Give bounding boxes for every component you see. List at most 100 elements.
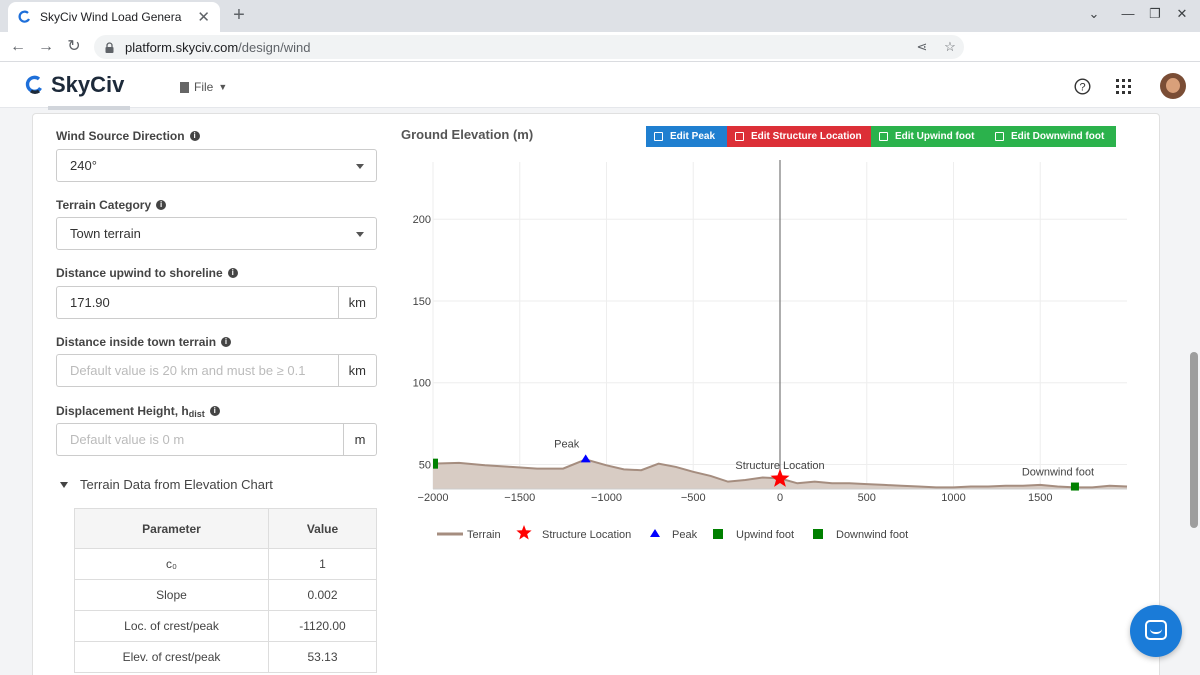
y-tick-label: 100	[413, 378, 431, 390]
edit-peak-button[interactable]: Edit Peak	[646, 126, 727, 147]
table-header-row: Parameter Value	[74, 508, 377, 549]
shoreline-distance-label: Distance upwind to shoreline i	[56, 266, 238, 280]
info-icon[interactable]: i	[227, 268, 238, 278]
edit-structure-button[interactable]: Edit Structure Location	[727, 126, 871, 147]
apps-grid-icon[interactable]	[1116, 79, 1131, 94]
tab-search-icon[interactable]: ⌄	[1088, 6, 1100, 21]
param-cell: c₀	[74, 548, 269, 580]
browser-tab[interactable]: SkyCiv Wind Load Genera ✕	[8, 2, 220, 32]
edit-icon	[654, 132, 663, 141]
table-row: Loc. of crest/peak -1120.00	[74, 610, 377, 642]
table-row: Slope 0.002	[74, 579, 377, 611]
legend-peak: Peak	[672, 529, 698, 541]
help-icon[interactable]: ?	[1074, 78, 1091, 95]
terrain-data-toggle-label: Terrain Data from Elevation Chart	[80, 477, 273, 492]
peak-marker[interactable]	[580, 454, 591, 463]
edit-icon	[879, 132, 888, 141]
elevation-chart[interactable]: −2000 −1500 −1000 −500 0 500 1000 1500 50 100 150 2…	[400, 150, 1140, 550]
terrain-data-table: Parameter Value c₀ 1 Slope 0.002 Loc. of c…	[74, 508, 377, 673]
new-tab-icon[interactable]: +	[233, 4, 245, 26]
page-scrollbar[interactable]	[1190, 352, 1198, 528]
param-cell: Elev. of crest/peak	[74, 641, 269, 673]
displacement-height-input[interactable]	[56, 423, 343, 456]
shoreline-distance-input[interactable]	[56, 286, 338, 319]
value-cell: 1	[268, 548, 377, 580]
skyciv-logo-icon	[25, 75, 42, 94]
upwind-foot-marker[interactable]	[433, 458, 438, 469]
downwind-foot-marker[interactable]	[1070, 482, 1079, 491]
dropdown-caret-icon	[356, 232, 364, 237]
legend-structure-swatch	[516, 525, 532, 540]
edit-upwind-button[interactable]: Edit Upwind foot	[871, 126, 987, 147]
displacement-height-subscript: dist	[188, 409, 205, 419]
chat-icon	[1145, 620, 1167, 640]
legend-downwind-swatch	[813, 529, 823, 539]
town-distance-unit: km	[337, 354, 377, 387]
edit-peak-label: Edit Peak	[670, 131, 716, 142]
header-value: Value	[268, 508, 377, 549]
legend-upwind-swatch	[713, 529, 723, 539]
town-distance-label: Distance inside town terrain i	[56, 335, 232, 349]
skyciv-favicon-icon	[18, 10, 30, 23]
forward-icon[interactable]: →	[38, 38, 54, 55]
peak-label: Peak	[554, 438, 580, 450]
wind-direction-value: 240°	[70, 158, 97, 173]
chat-support-button[interactable]	[1130, 605, 1182, 657]
displacement-height-group: m	[56, 423, 377, 456]
user-avatar[interactable]	[1160, 73, 1186, 99]
restore-icon[interactable]: ❐	[1149, 6, 1161, 21]
y-tick-label: 200	[413, 214, 431, 226]
shoreline-distance-group: km	[56, 286, 377, 319]
table-row: Elev. of crest/peak 53.13	[74, 641, 377, 673]
x-tick-label: 500	[858, 492, 876, 504]
edit-downwind-button[interactable]: Edit Downwind foot	[987, 126, 1116, 147]
tab-title: SkyCiv Wind Load Genera	[40, 10, 182, 24]
share-icon[interactable]: ⋖	[916, 39, 928, 54]
info-icon[interactable]: i	[156, 200, 167, 210]
bookmark-star-icon[interactable]: ☆	[944, 39, 956, 54]
param-cell: Loc. of crest/peak	[74, 610, 269, 642]
reload-icon[interactable]: ↻	[67, 38, 81, 55]
terrain-category-select[interactable]: Town terrain	[56, 217, 377, 250]
info-icon[interactable]: i	[189, 131, 200, 141]
edit-upwind-label: Edit Upwind foot	[895, 131, 975, 142]
wind-direction-label: Wind Source Direction i	[56, 129, 200, 143]
structure-location-marker[interactable]	[770, 468, 790, 487]
url-path: /design/wind	[238, 39, 311, 55]
value-cell: 0.002	[268, 579, 377, 611]
info-icon[interactable]: i	[221, 337, 232, 347]
header-parameter: Parameter	[74, 508, 269, 549]
shoreline-distance-unit: km	[337, 286, 377, 319]
info-icon[interactable]: i	[209, 406, 220, 416]
legend-terrain: Terrain	[467, 529, 501, 541]
edit-icon	[995, 132, 1004, 141]
param-cell: Slope	[74, 579, 269, 611]
brand-name: SkyCiv	[51, 72, 125, 97]
terrain-data-toggle[interactable]: Terrain Data from Elevation Chart	[60, 477, 273, 492]
close-window-icon[interactable]: ✕	[1176, 6, 1188, 21]
chart-title: Ground Elevation (m)	[401, 127, 534, 142]
skyciv-logo[interactable]: SkyCiv	[24, 72, 124, 98]
value-cell: -1120.00	[268, 610, 377, 642]
file-menu[interactable]: File ▼	[180, 80, 227, 94]
table-row: c₀ 1	[74, 548, 377, 580]
town-distance-group: km	[56, 354, 377, 387]
wind-direction-select[interactable]: 240°	[56, 149, 377, 182]
browser-toolbar: ← → ↻ platform.skyciv.com/design/wind ⋖ …	[0, 32, 1200, 87]
address-bar[interactable]: platform.skyciv.com/design/wind ⋖ ☆	[94, 35, 964, 59]
x-tick-label: 1500	[1028, 492, 1052, 504]
file-menu-label: File	[194, 80, 214, 94]
x-tick-label: −2000	[418, 492, 449, 504]
chevron-down-icon: ▼	[218, 82, 228, 92]
edit-icon	[735, 132, 744, 141]
value-cell: 53.13	[268, 641, 377, 673]
close-tab-icon[interactable]: ✕	[197, 9, 210, 26]
back-icon[interactable]: ←	[10, 38, 26, 55]
caret-down-icon	[60, 481, 68, 488]
edit-downwind-label: Edit Downwind foot	[1011, 131, 1105, 142]
town-distance-input[interactable]	[56, 354, 338, 387]
legend-structure: Structure Location	[542, 529, 631, 541]
x-tick-label: −1000	[591, 492, 622, 504]
minimize-icon[interactable]: —	[1121, 6, 1135, 21]
legend-downwind: Downwind foot	[836, 529, 908, 541]
